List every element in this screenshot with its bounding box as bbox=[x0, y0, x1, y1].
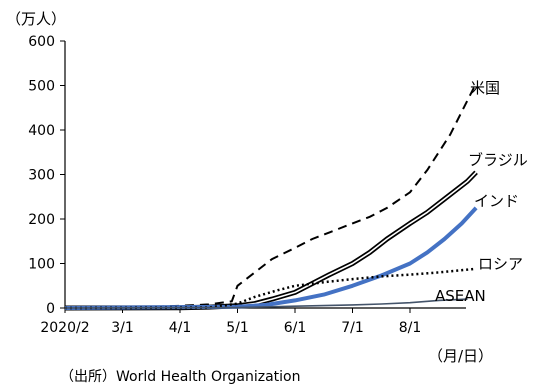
source-note: （出所）World Health Organization bbox=[60, 369, 301, 385]
series-label-asean: ASEAN bbox=[435, 287, 486, 305]
series-line-brazil bbox=[64, 170, 478, 311]
x-tick-label: 6/1 bbox=[284, 320, 307, 336]
x-tick-label: 8/1 bbox=[399, 320, 422, 336]
x-unit-label: （月/日） bbox=[428, 347, 493, 365]
x-tick-label: 2020/2 bbox=[40, 320, 89, 336]
series-line-asean bbox=[64, 298, 468, 309]
axes: 0 100 200 300 400 500 600 2020/2 3/1 4/1 5/1 6/1 7/1… bbox=[28, 34, 466, 336]
x-tick-label: 3/1 bbox=[111, 320, 134, 336]
series-label-brazil: ブラジル bbox=[468, 151, 528, 169]
series-label-us: 米国 bbox=[470, 79, 500, 97]
y-tick-label: 400 bbox=[28, 123, 55, 139]
x-tick-label: 7/1 bbox=[341, 320, 364, 336]
series-label-india: インド bbox=[474, 192, 519, 210]
y-unit-label: （万人） bbox=[6, 10, 66, 28]
y-tick-label: 300 bbox=[28, 168, 55, 184]
y-tick-label: 500 bbox=[28, 79, 55, 95]
series-line-us bbox=[65, 82, 477, 309]
y-tick-label: 600 bbox=[28, 34, 55, 50]
series-line-india bbox=[64, 206, 478, 310]
y-tick-label: 0 bbox=[46, 301, 55, 317]
x-tick-label: 4/1 bbox=[169, 320, 192, 336]
y-tick-label: 200 bbox=[28, 212, 55, 228]
x-tick-label: 5/1 bbox=[226, 320, 249, 336]
y-tick-label: 100 bbox=[28, 257, 55, 273]
series-label-russia: ロシア bbox=[478, 255, 523, 273]
series-layer bbox=[64, 82, 478, 311]
series-line-brazil-inner bbox=[64, 171, 477, 309]
